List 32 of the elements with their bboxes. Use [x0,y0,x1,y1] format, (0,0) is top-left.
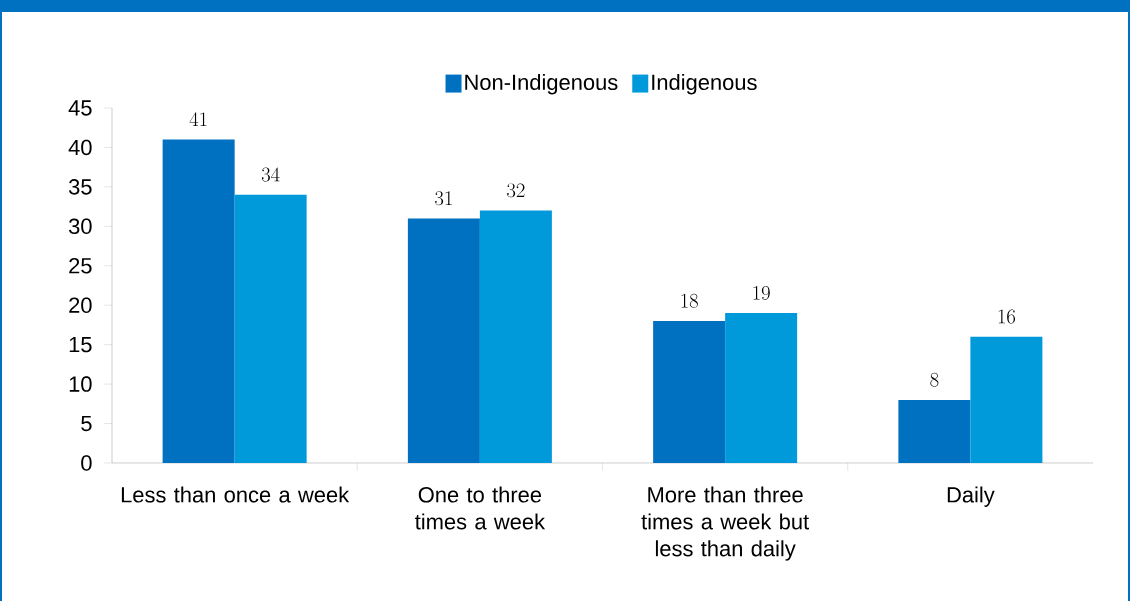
legend-label: Indigenous [652,73,757,95]
data-label: 18 [681,293,698,308]
y-tick-label: 15 [69,337,92,353]
x-tick-label: Daily [947,486,995,507]
x-tick-label: More than three times a week but less than daily [641,486,809,561]
data-label: 16 [998,309,1016,324]
y-tick-label: 0 [81,455,92,471]
y-tick-label: 35 [68,179,92,195]
bar [407,218,480,463]
bar [653,320,726,463]
bar [479,210,552,463]
data-label: 8 [930,372,939,387]
y-tick-label: 30 [68,218,92,235]
data-label: 31 [435,191,452,206]
bar [970,336,1043,463]
y-tick-label: 40 [68,139,92,156]
bar [234,194,307,463]
data-label: 32 [507,183,525,198]
bar [162,139,235,463]
data-label: 34 [261,167,280,182]
y-tick-label: 45 [68,100,92,116]
y-tick-label: 5 [81,415,92,432]
x-tick-label: Less than once a week [121,486,350,503]
y-tick-label: 10 [69,376,92,392]
x-tick-label: One to three times a week [415,486,546,530]
data-label: 19 [753,285,770,300]
bar [898,399,971,463]
legend-label: Non-Indigenous [465,73,618,95]
y-tick-label: 20 [69,297,92,313]
y-tick-label: 25 [69,258,92,274]
data-label: 41 [189,112,207,127]
bar [725,313,798,463]
